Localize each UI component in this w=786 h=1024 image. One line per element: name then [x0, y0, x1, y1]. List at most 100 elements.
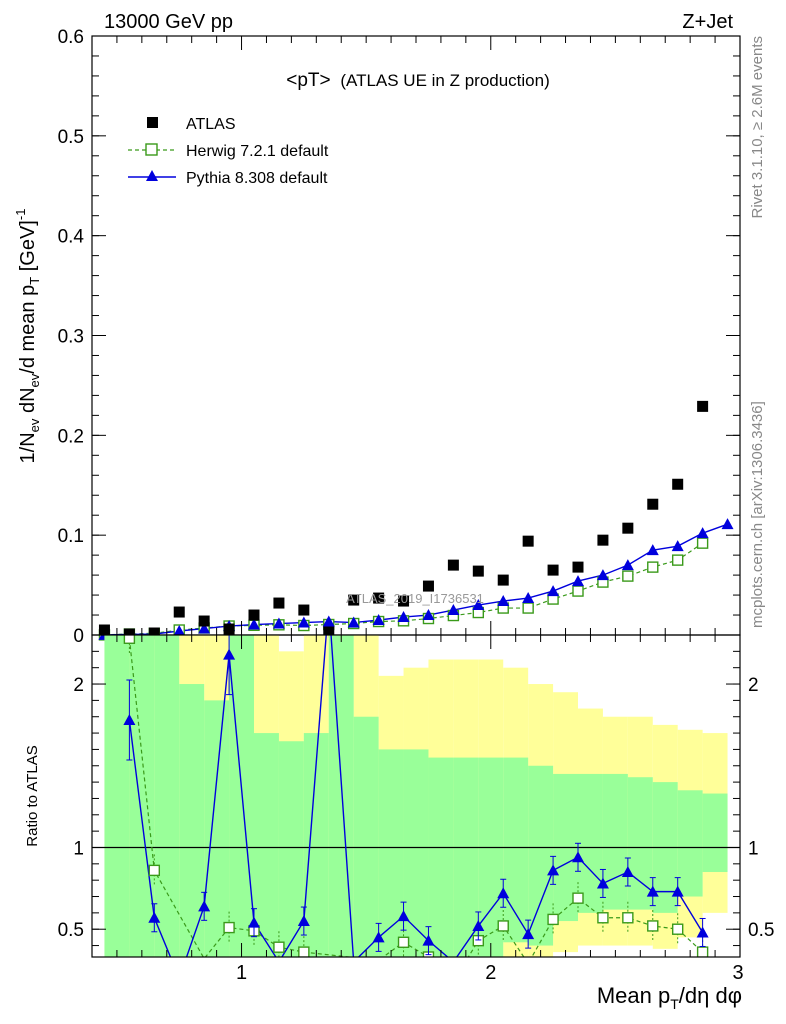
pythia-line	[104, 523, 728, 636]
herwig-point	[696, 537, 709, 549]
pythia-ratio-point	[621, 866, 634, 878]
atlas-point	[273, 597, 285, 609]
herwig-ratio-point	[123, 635, 136, 644]
pythia-point	[397, 611, 410, 623]
pythia-ratio-line	[128, 635, 704, 957]
herwig-ratio-point	[696, 946, 709, 957]
atlas-point	[447, 559, 459, 571]
atlas-point	[198, 615, 210, 627]
atlas-point	[422, 580, 434, 592]
atlas-point	[148, 627, 160, 639]
upper-y-tick-label: 0.1	[58, 526, 84, 547]
pythia-point	[422, 609, 435, 621]
herwig-ratio-point	[148, 864, 161, 877]
uncertainty-band-1sigma	[503, 757, 529, 943]
pythia-ratio-point	[223, 648, 236, 660]
rivet-info: Rivet 3.1.10, ≥ 2.6M events	[749, 36, 766, 219]
pythia-point	[248, 618, 260, 630]
header-process: Z+Jet	[682, 11, 733, 33]
uncertainty-band-1sigma	[627, 777, 653, 910]
mcplots-info: mcplots.cern.ch [arXiv:1306.3436]	[749, 401, 766, 628]
herwig-point	[572, 585, 584, 597]
upper-y-tick-label: 0.3	[58, 327, 84, 348]
pythia-ratio-point	[123, 713, 136, 725]
uncertainty-band-1sigma	[204, 700, 230, 957]
atlas-point	[497, 574, 509, 586]
x-tick-label: 1	[236, 962, 247, 984]
x-tick-label: 2	[485, 962, 496, 984]
herwig-ratio-line	[128, 638, 704, 957]
pythia-point	[522, 592, 535, 604]
pythia-point	[173, 625, 186, 637]
lower-y-tick-label: 2	[73, 675, 84, 696]
ratio-series	[123, 635, 709, 957]
legend-pythia-label: Pythia 8.308 default	[186, 170, 328, 187]
pythia-point	[596, 569, 609, 581]
analysis-watermark: ATLAS_2019_I1736531	[346, 591, 484, 606]
pythia-ratio-point	[696, 926, 709, 938]
pythia-point	[322, 615, 335, 627]
lower-y-tick-label: 1	[73, 838, 84, 859]
legend-pythia-marker	[146, 170, 158, 181]
pythia-ratio-point	[372, 931, 385, 943]
lower-y-tick-label-right: 2	[748, 675, 759, 696]
pythia-ratio-point	[671, 885, 684, 897]
herwig-ratio-point	[223, 921, 235, 934]
atlas-point	[323, 626, 335, 638]
uncertainty-band-1sigma	[677, 790, 703, 897]
pythia-point	[272, 617, 285, 629]
herwig-point	[622, 570, 634, 582]
lower-y-axis-label: Ratio to ATLAS	[24, 745, 41, 846]
ratio-panel: 0.5 0.5 1 1 2 2 1 2 3	[58, 634, 774, 984]
upper-y-tick-label: 0.6	[58, 27, 84, 48]
uncertainty-band-1sigma	[104, 635, 130, 957]
herwig-ratio-point	[597, 912, 609, 924]
atlas-point	[622, 522, 634, 534]
atlas-point	[647, 498, 659, 510]
upper-y-tick-label: 0.4	[58, 227, 85, 248]
uncertainty-band-1sigma	[254, 733, 279, 957]
pythia-ratio-point	[248, 916, 260, 928]
atlas-point	[123, 628, 135, 640]
pythia-point	[497, 595, 510, 607]
lower-y-tick-label: 0.5	[58, 920, 84, 941]
pythia-point	[696, 527, 709, 539]
pythia-ratio-point	[596, 877, 609, 889]
atlas-point	[572, 561, 584, 573]
pythia-ratio-point	[572, 851, 584, 863]
upper-y-tick-label: 0.2	[58, 426, 84, 447]
lower-y-tick-label-right: 1	[748, 838, 759, 859]
pythia-point	[372, 614, 385, 626]
pythia-ratio-point	[422, 934, 435, 946]
plot-title: <pT>	[286, 70, 330, 91]
pythia-point	[472, 599, 485, 611]
pythia-point	[671, 540, 684, 552]
herwig-ratio-point	[572, 892, 584, 904]
atlas-point	[672, 478, 684, 490]
pythia-point	[447, 604, 460, 616]
uncertainty-band-1sigma	[453, 757, 479, 957]
legend-atlas-label: ATLAS	[186, 116, 236, 133]
herwig-ratio-point	[671, 923, 684, 935]
herwig-ratio-point	[497, 920, 509, 932]
atlas-point	[547, 564, 559, 576]
pythia-point	[572, 575, 584, 587]
atlas-point	[398, 595, 410, 607]
distribution-panel: 0 0.1 0.2 0.3 0.4 0.5 0.6 ATLAS_2019_I1736531	[58, 27, 741, 647]
atlas-point	[373, 592, 385, 604]
herwig-ratio-point	[647, 920, 659, 932]
uncertainty-band-1sigma	[602, 773, 628, 910]
atlas-point	[298, 604, 310, 616]
atlas-point	[597, 534, 609, 546]
legend-herwig-label: Herwig 7.2.1 default	[186, 143, 329, 160]
atlas-point	[223, 623, 235, 635]
pythia-point	[347, 616, 360, 628]
plot-subtitle: (ATLAS UE in Z production)	[340, 71, 549, 90]
upper-y-tick-label: 0	[73, 626, 84, 647]
herwig-ratio-point	[273, 941, 285, 953]
uncertainty-band-1sigma	[129, 635, 155, 957]
herwig-point	[647, 561, 659, 573]
pythia-point	[547, 585, 560, 597]
pythia-ratio-point	[646, 885, 659, 897]
